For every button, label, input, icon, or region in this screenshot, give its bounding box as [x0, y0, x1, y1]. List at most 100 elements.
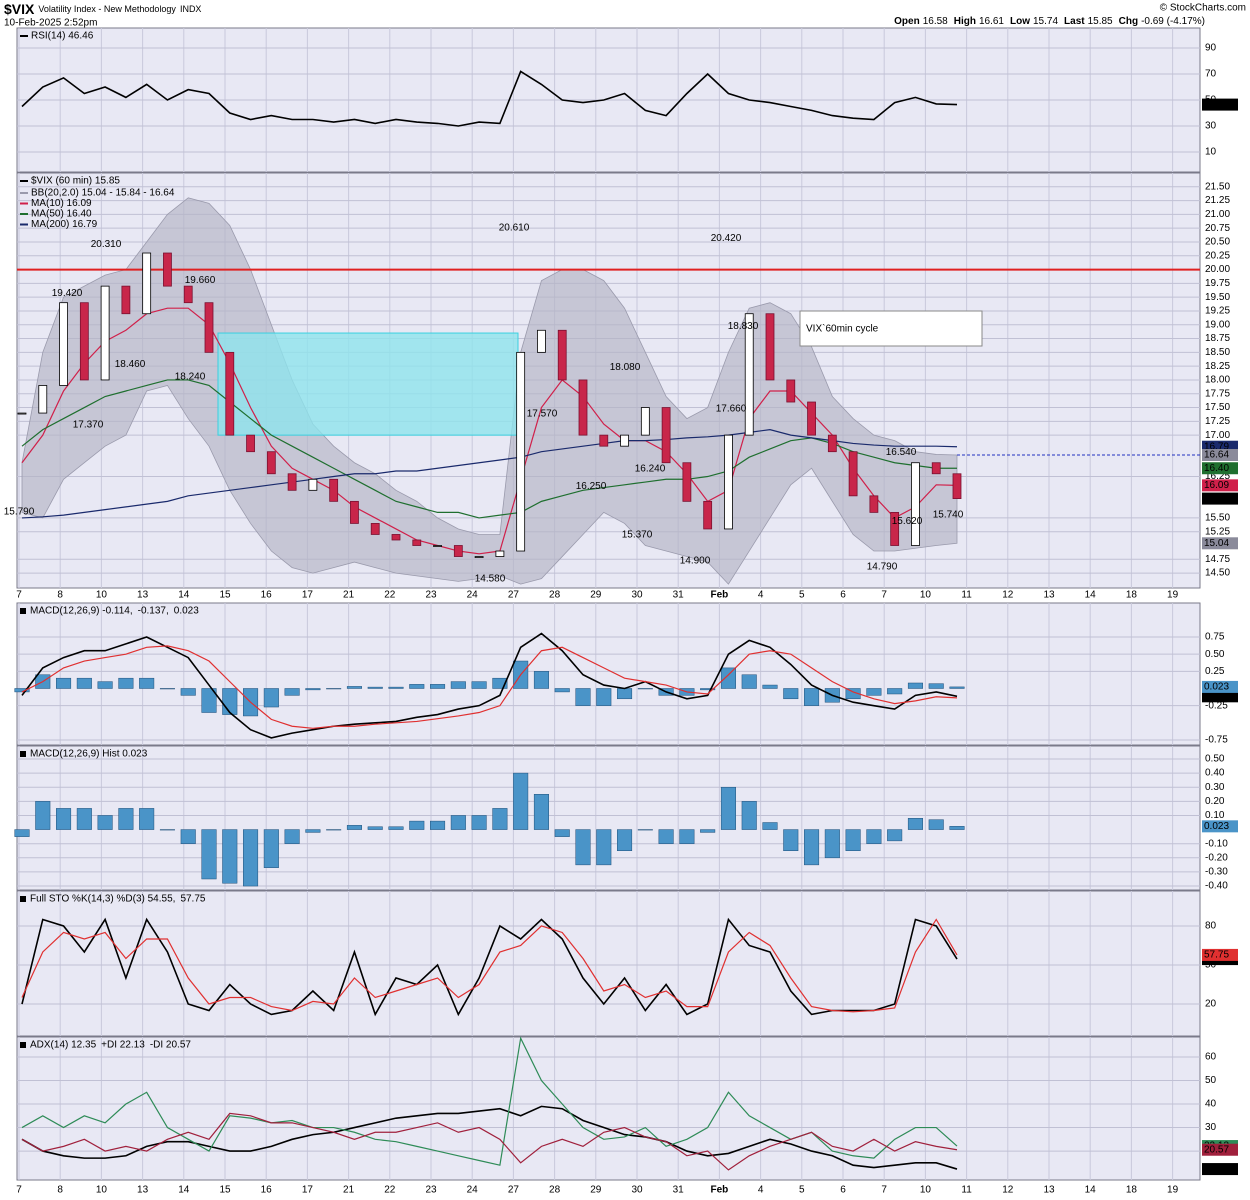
y-tick-label: 20.75	[1205, 223, 1230, 234]
y-tick-label: 0.30	[1205, 782, 1225, 793]
x-tick-label: 14	[178, 1185, 190, 1196]
y-tick-label: 30	[1205, 121, 1217, 132]
x-tick-label: 13	[137, 590, 149, 601]
x-tick-label: 7	[881, 1185, 887, 1196]
candle-body	[744, 313, 754, 436]
end-label: 0.023	[1204, 821, 1229, 832]
end-label: 20.57	[1204, 1144, 1229, 1155]
series-line	[21, 429, 958, 519]
x-tick-label: 14	[1085, 1185, 1097, 1196]
x-tick-label: 23	[425, 590, 437, 601]
histogram-bar	[14, 829, 30, 837]
candle-body	[100, 285, 110, 381]
candle-body	[661, 407, 671, 464]
price-annotation: 17.370	[73, 419, 104, 430]
histogram-bar	[56, 808, 72, 830]
candle-body	[557, 329, 567, 381]
x-tick-label: 7	[16, 1185, 22, 1196]
series-line	[21, 645, 958, 729]
y-tick-label: -0.30	[1205, 867, 1228, 878]
histogram-bar	[949, 826, 965, 830]
symbol: $VIX	[4, 1, 35, 17]
price-annotation: 18.460	[115, 359, 146, 370]
x-tick-label: 5	[799, 590, 805, 601]
candle-body	[516, 351, 526, 552]
panel-background	[16, 745, 1201, 891]
x-tick-label: 12	[1002, 590, 1014, 601]
price-annotation: 20.310	[91, 239, 122, 250]
candle-body	[266, 451, 276, 475]
candle-body	[287, 473, 297, 491]
price-annotation: 15.620	[892, 516, 923, 527]
histogram-bar	[720, 667, 736, 689]
y-tick-label: 15.25	[1205, 526, 1230, 537]
histogram-bar	[76, 677, 92, 689]
candle-body	[682, 462, 692, 502]
histogram-bar	[118, 677, 134, 689]
histogram-bar	[554, 829, 570, 837]
x-tick-label: 28	[549, 1185, 561, 1196]
legend-icon	[20, 751, 26, 757]
price-annotation: 16.540	[886, 447, 917, 458]
candle-body	[495, 550, 505, 557]
candle-body	[79, 302, 89, 381]
legend-label: MA(50) 16.40	[31, 209, 92, 220]
quote-value: 16.61	[979, 16, 1004, 27]
end-label-box	[1202, 449, 1238, 462]
y-tick-label: 50	[1205, 960, 1217, 971]
histogram-bar	[741, 801, 757, 830]
y-tick-label: 18.50	[1205, 347, 1230, 358]
y-tick-label: 19.00	[1205, 319, 1230, 330]
y-tick-label: 17.00	[1205, 430, 1230, 441]
quote-value: -0.69 (-4.17%)	[1141, 16, 1205, 27]
x-tick-label: 4	[758, 590, 764, 601]
x-tick-label: 4	[758, 1185, 764, 1196]
price-annotation: 14.900	[680, 556, 711, 567]
histogram-bar	[450, 815, 466, 830]
candle-body	[183, 285, 193, 304]
panel-background	[16, 1036, 1201, 1181]
histogram-bar	[679, 829, 695, 844]
histogram-bar	[866, 829, 882, 844]
panel-background	[16, 890, 1201, 1037]
histogram-bar	[56, 677, 72, 689]
x-tick-label: 21	[343, 1185, 355, 1196]
x-tick-label: 10	[96, 590, 108, 601]
x-tick-label: 27	[508, 590, 520, 601]
series-line	[21, 1105, 958, 1170]
series-line	[21, 917, 958, 1017]
histogram-bar	[804, 688, 820, 706]
price-annotation: 18.240	[175, 371, 206, 382]
legend-label: 57.75	[180, 894, 205, 905]
quote-label: Open	[894, 16, 920, 27]
end-label-box	[1202, 948, 1238, 961]
legend-label: MA(10) 16.09	[31, 198, 92, 209]
exchange: INDX	[180, 4, 202, 14]
x-tick-label: Feb	[711, 1185, 729, 1196]
y-tick-label: 0.40	[1205, 768, 1225, 779]
candle-body	[329, 478, 339, 502]
candle-body	[121, 285, 131, 315]
y-tick-label: 17.50	[1205, 402, 1230, 413]
end-label: 46.46	[1204, 99, 1229, 110]
histogram-bar	[637, 829, 653, 831]
legend-label: -0.137,	[138, 606, 169, 617]
histogram-bar	[263, 829, 279, 868]
histogram-bar	[845, 829, 861, 852]
end-label-box	[1202, 690, 1238, 703]
y-tick-label: 60	[1205, 1052, 1217, 1063]
candle-body	[412, 539, 422, 546]
price-annotation: 15.790	[4, 507, 35, 518]
note-box	[799, 310, 983, 347]
end-label-box	[1202, 537, 1238, 550]
x-tick-label: 7	[16, 590, 22, 601]
candle-body	[59, 302, 68, 386]
x-tick-label: 31	[673, 1185, 685, 1196]
x-tick-label: 21	[343, 590, 355, 601]
x-tick-label: 10	[920, 590, 932, 601]
histogram-bar	[409, 820, 425, 830]
quote-value: 15.85	[1088, 16, 1113, 27]
candle-body	[703, 500, 713, 530]
histogram-bar	[762, 822, 778, 830]
x-tick-label: 18	[1126, 590, 1138, 601]
